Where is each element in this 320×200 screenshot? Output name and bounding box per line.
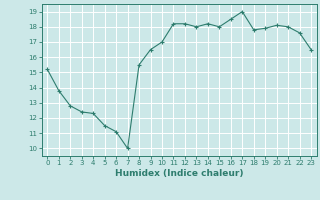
X-axis label: Humidex (Indice chaleur): Humidex (Indice chaleur) [115, 169, 244, 178]
